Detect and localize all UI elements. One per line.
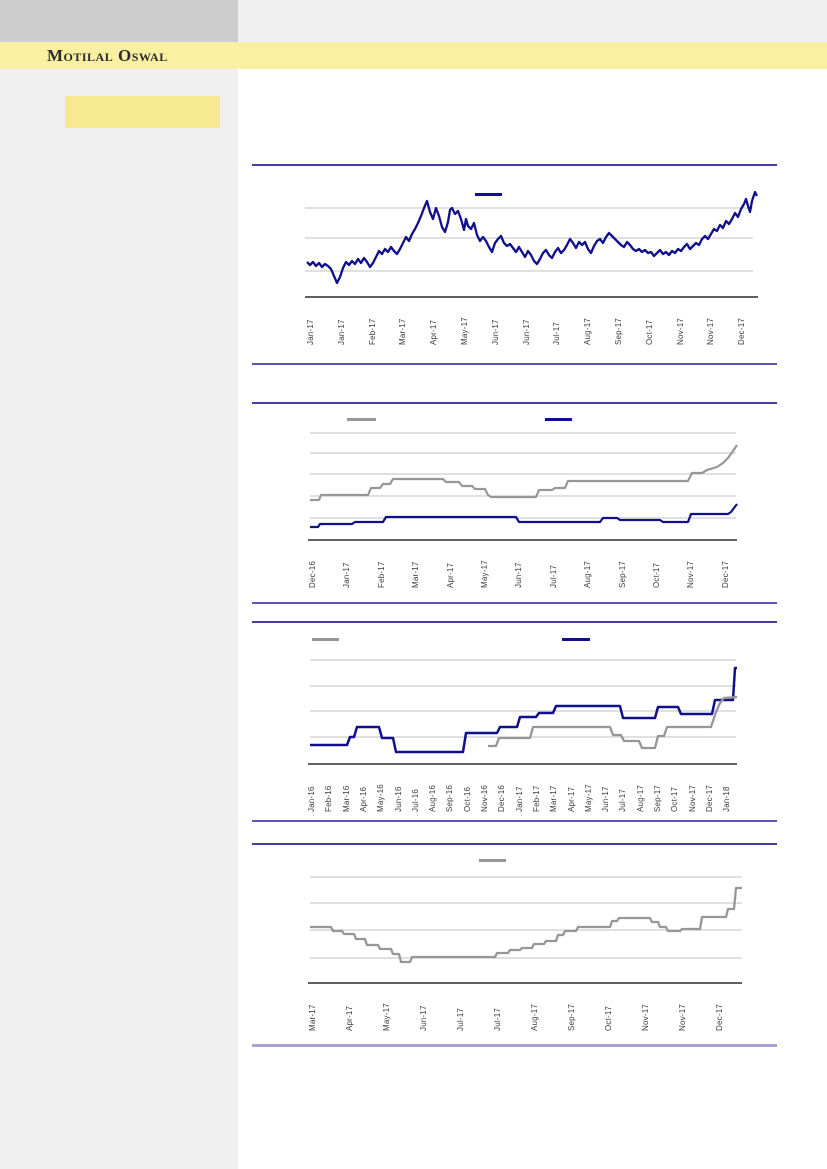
x-axis-tick: Nov-17 [686, 561, 696, 588]
x-axis-tick: Aug-17 [530, 1004, 539, 1031]
x-axis-tick: Jul-16 [410, 789, 420, 812]
x-axis-tick: Mar-16 [341, 785, 351, 812]
x-axis-tick: Oct-16 [462, 786, 472, 812]
separator-line [252, 164, 777, 166]
chart-4-plot [308, 876, 742, 984]
x-axis-tick: Mar-17 [411, 561, 421, 588]
x-axis-tick: Dec-17 [715, 1004, 724, 1031]
legend-swatch-navy [562, 638, 590, 641]
x-axis-tick: Jan-17 [306, 319, 315, 345]
separator-line [252, 402, 777, 404]
x-axis-tick: Sep-17 [614, 318, 623, 345]
separator-line [252, 843, 777, 845]
separator-line [252, 1044, 777, 1047]
header-top-strip [238, 0, 827, 42]
x-axis-tick: May-17 [583, 784, 593, 812]
series-gray [310, 886, 742, 964]
x-axis-tick: Jun-16 [393, 786, 403, 812]
x-axis-tick: Apr-17 [566, 786, 576, 812]
legend-swatch-gray [479, 859, 506, 862]
x-axis-tick: Oct-17 [604, 1005, 613, 1031]
sidebar-highlight-box [65, 96, 220, 128]
x-axis-tick: Apr-17 [445, 562, 455, 588]
chart-3-plot [308, 659, 738, 765]
x-axis-tick: Jun-17 [601, 786, 611, 812]
separator-line [252, 621, 777, 623]
x-axis-tick: Sep-17 [567, 1004, 576, 1031]
header-gray-block [0, 0, 238, 42]
brand-band: Motilal Oswal [0, 42, 827, 69]
x-axis-tick: May-17 [480, 560, 489, 588]
x-axis-tick: Nov-17 [675, 318, 685, 345]
chart-2-plot [308, 432, 738, 541]
x-axis-tick: Sep-16 [445, 785, 455, 812]
x-axis-tick: Oct-17 [670, 786, 680, 812]
x-axis-tick: Nov-17 [641, 1004, 650, 1031]
chart-1-plot [305, 190, 759, 298]
x-axis-tick: Oct-17 [652, 562, 661, 588]
x-axis-tick: May-17 [460, 317, 469, 345]
x-axis-tick: Oct-17 [644, 319, 654, 345]
series-navy [310, 503, 738, 529]
x-axis-tick: Apr-17 [429, 319, 439, 345]
x-axis-tick: Aug-17 [583, 318, 593, 345]
x-axis-tick: Jul-17 [552, 322, 562, 345]
x-axis-tick: Aug-16 [428, 785, 438, 812]
x-axis-tick: Feb-16 [324, 785, 334, 812]
brand-logo-text: Motilal Oswal [47, 45, 168, 65]
series-navy [310, 666, 737, 754]
x-axis-tick: Dec-17 [720, 561, 730, 588]
x-axis-tick: Apr-16 [358, 786, 368, 812]
x-axis-tick: Jan-18 [722, 786, 732, 812]
series-gray [488, 695, 738, 750]
legend-swatch-gray [312, 638, 339, 641]
separator-line [252, 602, 777, 604]
x-axis-tick: Nov-17 [687, 785, 697, 812]
sidebar [0, 69, 238, 1169]
x-axis-tick: May-17 [382, 1003, 391, 1031]
x-axis-tick: Mar-17 [398, 318, 408, 345]
x-axis-tick: Jun-17 [419, 1005, 428, 1031]
x-axis-tick: Jul-17 [618, 789, 628, 812]
x-axis-tick: Jan-17 [342, 562, 352, 588]
x-axis-tick: Aug-17 [583, 561, 593, 588]
x-axis-tick: Apr-17 [345, 1005, 354, 1031]
legend-swatch-navy [545, 418, 572, 421]
separator-line [252, 363, 777, 365]
separator-line [252, 820, 777, 822]
legend-swatch-gray [347, 418, 376, 421]
x-axis-tick: Jun-17 [490, 319, 500, 345]
x-axis-tick: Jan-17 [336, 319, 346, 345]
legend-swatch-navy [475, 193, 502, 196]
x-axis-tick: Aug-17 [635, 785, 645, 812]
x-axis-tick: Mar-17 [549, 785, 559, 812]
x-axis-tick: Sep-17 [617, 561, 627, 588]
series-gray [310, 444, 738, 502]
x-axis-tick: Dec-16 [497, 785, 507, 812]
x-axis-tick: Dec-17 [704, 785, 714, 812]
x-axis-tick: Nov-17 [678, 1004, 687, 1031]
x-axis-tick: Jan-17 [514, 786, 524, 812]
x-axis-tick: Sep-17 [653, 785, 662, 812]
series-navy [306, 190, 759, 285]
x-axis-tick: Dec-17 [737, 318, 747, 345]
x-axis-tick: Mar-17 [308, 1004, 317, 1031]
x-axis-tick: Feb-17 [376, 561, 386, 588]
x-axis-tick: Nov-17 [706, 318, 716, 345]
x-axis-tick: Dec-16 [308, 561, 317, 588]
x-axis-tick: Jul-17 [548, 565, 558, 588]
x-axis-tick: Nov-16 [480, 785, 489, 812]
x-axis-tick: Jul-17 [456, 1008, 465, 1031]
x-axis-tick: Feb-17 [367, 318, 377, 345]
x-axis-tick: May-16 [376, 784, 386, 812]
x-axis-tick: Jun-17 [514, 562, 524, 588]
x-axis-tick: Jan-16 [307, 786, 316, 812]
x-axis-tick: Jul-17 [493, 1008, 502, 1031]
x-axis-tick: Jun-17 [521, 319, 531, 345]
x-axis-tick: Feb-17 [531, 785, 541, 812]
